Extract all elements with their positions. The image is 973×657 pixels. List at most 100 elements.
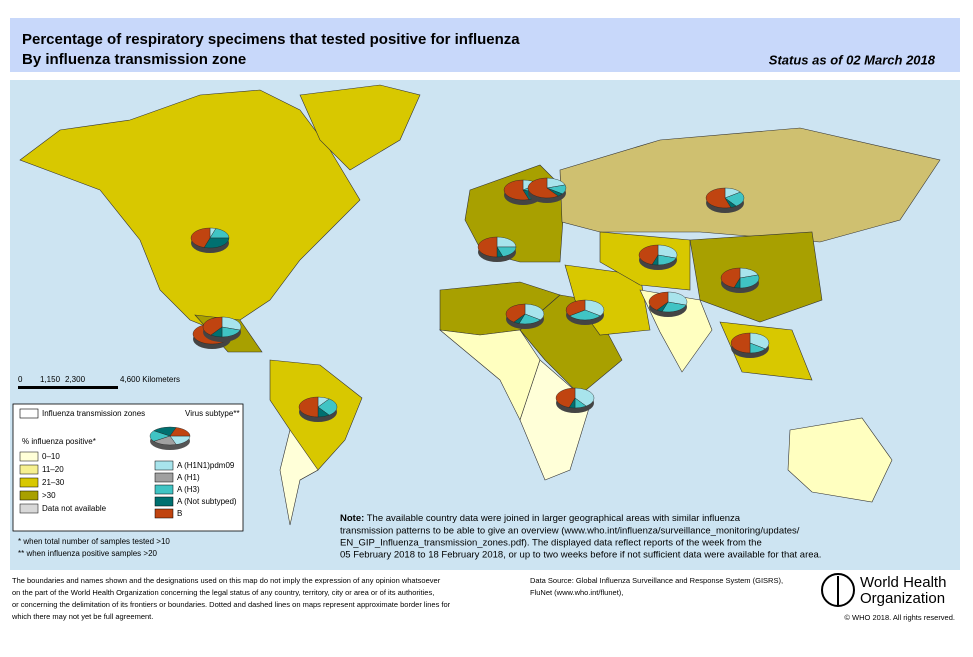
pie-slice	[565, 299, 586, 317]
pie-slice	[584, 299, 605, 317]
note-line: EN_GIP_Influenza_transmission_zones.pdf)…	[340, 538, 762, 549]
pie-slice	[477, 236, 498, 258]
legend-label: B	[177, 509, 182, 518]
pie-slice	[503, 179, 530, 201]
pie-slice	[555, 387, 576, 408]
footnote: * when total number of samples tested >1…	[18, 537, 170, 546]
note-line: transmission patterns to be able to give…	[340, 526, 800, 537]
class-swatch	[19, 477, 39, 488]
pie-slice	[527, 177, 559, 199]
scale-label: 1,150	[40, 375, 61, 384]
status: Status as of 02 March 2018	[769, 52, 936, 67]
zone-pie	[565, 299, 605, 325]
greenland	[299, 84, 421, 171]
legend-pie	[149, 426, 191, 450]
pie-slice	[574, 387, 595, 407]
pie-slice	[203, 237, 230, 249]
legend-label: >30	[42, 491, 56, 500]
legend-label: Influenza transmission zones	[42, 409, 145, 418]
subtitle: By influenza transmission zone	[22, 51, 246, 68]
zone-swatch	[19, 408, 39, 419]
legend: Influenza transmission zones Virus subty…	[12, 403, 244, 532]
pie-slice	[505, 303, 526, 323]
subtype-swatch	[154, 460, 174, 471]
legend-label: Data not available	[42, 504, 107, 513]
legend-label: A (H3)	[177, 485, 200, 494]
pie-slice	[496, 236, 517, 248]
who-emblem	[821, 573, 855, 607]
pie-slice	[524, 303, 545, 321]
pie-slice	[298, 396, 319, 418]
legend-label: A (Not subtyped)	[177, 497, 237, 506]
legend-label: 0–10	[42, 452, 60, 461]
zone-pie	[730, 332, 770, 358]
russia	[559, 127, 941, 243]
pie-slice	[569, 309, 601, 321]
pie-slice	[317, 398, 338, 416]
pies	[190, 177, 770, 422]
scale-bar: 0 1,150 2,300 4,600 Kilometers	[18, 375, 180, 389]
scale-label: 4,600 Kilometers	[120, 375, 180, 384]
zone-pie	[202, 316, 242, 342]
subtype-swatch	[154, 496, 174, 507]
legend-label: 21–30	[42, 478, 65, 487]
class-swatch	[19, 503, 39, 514]
pie-slice	[667, 291, 688, 306]
who-name: World Health	[860, 574, 946, 591]
pie-slice	[190, 227, 211, 248]
zone-pie	[720, 267, 760, 293]
pie-slice	[720, 267, 741, 288]
pie-slice	[661, 301, 687, 313]
south-america-south	[279, 429, 319, 526]
note: Note: The available country data were jo…	[340, 513, 821, 561]
scale-bar-line	[18, 386, 118, 389]
pie-slice	[657, 244, 678, 259]
disclaimer-line: which there may not yet be full agreemen…	[11, 612, 153, 621]
pie-slice	[705, 187, 732, 209]
disclaimer-line: The boundaries and names shown and the d…	[12, 576, 441, 585]
subtype-swatch	[154, 484, 174, 495]
zone-pie	[190, 227, 230, 253]
class-swatch	[19, 451, 39, 462]
zone-pie	[298, 396, 338, 422]
pie-slice	[202, 316, 223, 336]
zone-pie	[555, 387, 595, 413]
disclaimer: The boundaries and names shown and the d…	[11, 576, 783, 621]
class-swatch	[19, 464, 39, 475]
pie-slice	[730, 332, 751, 354]
legend-label: A (H1)	[177, 473, 200, 482]
disclaimer-line: or concerning the delimitation of its fr…	[12, 600, 451, 609]
pie-slice	[749, 332, 770, 350]
zone-pie	[505, 303, 545, 329]
pie-slice	[739, 274, 760, 289]
legend-label: Virus subtype**	[185, 409, 240, 418]
svg-text:Note: The available country da: Note: The available country data were jo…	[340, 513, 741, 524]
zone-pie	[705, 187, 745, 213]
legend-label: % influenza positive*	[22, 437, 96, 446]
title: Percentage of respiratory specimens that…	[22, 31, 520, 48]
who-name: Organization	[860, 590, 945, 607]
who-logo: World Health Organization © WHO 2018. Al…	[821, 573, 955, 622]
zone-pie	[527, 177, 567, 203]
copyright: © WHO 2018. All rights reserved.	[844, 613, 955, 622]
zone-pie	[477, 236, 517, 262]
source-line: FluNet (www.who.int/flunet),	[530, 588, 623, 597]
subtype-swatch	[154, 508, 174, 519]
pie-slice	[638, 244, 659, 265]
north-america	[19, 89, 361, 331]
zone-pie	[648, 291, 688, 317]
note-label: Note:	[340, 513, 364, 524]
australia	[787, 417, 893, 503]
legend-pie-slice	[169, 427, 191, 437]
source-line: Data Source: Global Influenza Surveillan…	[530, 576, 783, 585]
zone-pie	[638, 244, 678, 270]
legend-box	[12, 403, 244, 532]
legend-label: A (H1N1)pdm09	[177, 461, 235, 470]
legend-label: 11–20	[42, 465, 64, 474]
scale-label: 0	[18, 375, 23, 384]
note-line: The available country data were joined i…	[364, 513, 741, 524]
pie-slice	[221, 316, 242, 331]
pie-slice	[724, 191, 745, 207]
disclaimer-line: on the part of the World Health Organiza…	[12, 588, 434, 597]
